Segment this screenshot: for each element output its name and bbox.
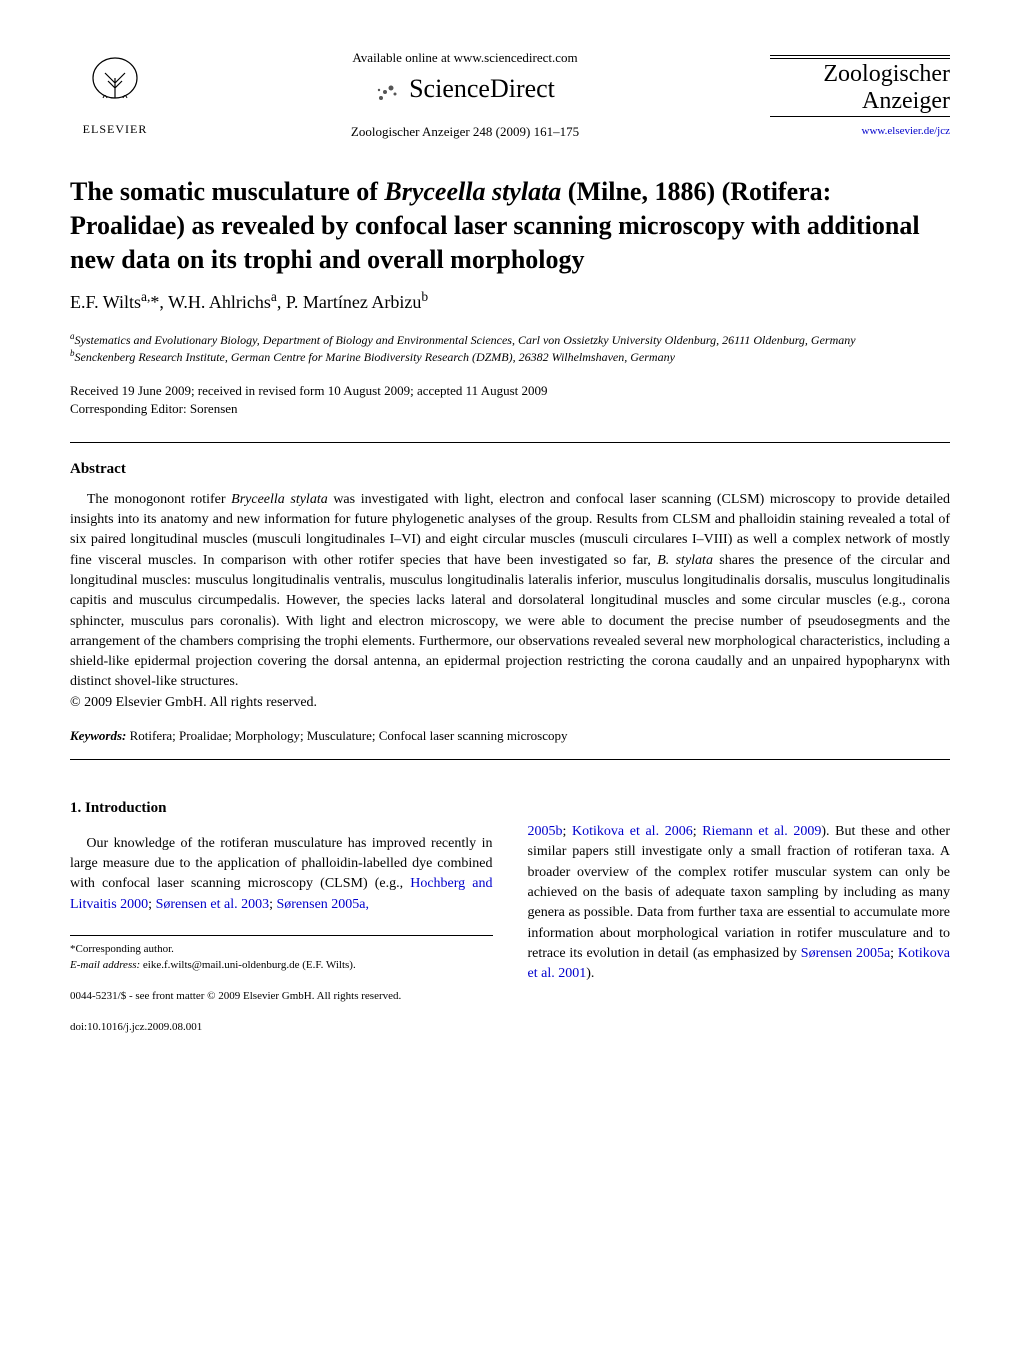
email-line: E-mail address: eike.f.wilts@mail.uni-ol… bbox=[70, 958, 493, 974]
footnote-block: *Corresponding author. E-mail address: e… bbox=[70, 935, 493, 974]
sciencedirect-logo: ScienceDirect bbox=[160, 74, 770, 104]
affiliation-b: bSenckenberg Research Institute, German … bbox=[70, 348, 950, 365]
center-header: Available online at www.sciencedirect.co… bbox=[160, 50, 770, 140]
journal-title-box: Zoologischer Anzeiger www.elsevier.de/jc… bbox=[770, 53, 950, 137]
abstract-species: Bryceella stylata bbox=[231, 492, 328, 507]
rule-top bbox=[770, 55, 950, 56]
doi-line: doi:10.1016/j.jcz.2009.08.001 bbox=[70, 1020, 493, 1036]
abstract-copyright: © 2009 Elsevier GmbH. All rights reserve… bbox=[70, 695, 317, 710]
elsevier-logo: ELSEVIER bbox=[70, 53, 160, 137]
authors: E.F. Wiltsa,*, W.H. Ahlrichsa, P. Martín… bbox=[70, 289, 950, 313]
abstract-pre: The monogonont rotifer bbox=[87, 492, 231, 507]
right-column: 2005b; Kotikova et al. 2006; Riemann et … bbox=[528, 780, 951, 1036]
rule-top2 bbox=[770, 58, 950, 59]
email-label: E-mail address: bbox=[70, 959, 140, 971]
introduction-heading: 1. Introduction bbox=[70, 798, 493, 820]
cite-kotikova2006[interactable]: Kotikova et al. 2006 bbox=[572, 824, 693, 839]
page-container: ELSEVIER Available online at www.science… bbox=[0, 0, 1020, 1086]
abstract-species2: B. stylata bbox=[657, 553, 713, 568]
affiliations: aSystematics and Evolutionary Biology, D… bbox=[70, 331, 950, 365]
journal-title-line1: Zoologischer bbox=[770, 61, 950, 87]
intro-col2-text: ). But these and other similar papers st… bbox=[528, 824, 951, 961]
elsevier-label: ELSEVIER bbox=[70, 122, 160, 137]
email-value: eike.f.wilts@mail.uni-oldenburg.de (E.F.… bbox=[140, 959, 356, 971]
cite-sorensen2003[interactable]: Sørensen et al. 2003 bbox=[156, 897, 270, 912]
sep1: ; bbox=[148, 897, 155, 912]
two-column-body: 1. Introduction Our knowledge of the rot… bbox=[70, 780, 950, 1036]
cite-sorensen2005a-2[interactable]: Sørensen 2005a bbox=[801, 946, 890, 961]
cite-riemann2009[interactable]: Riemann et al. 2009 bbox=[702, 824, 821, 839]
sciencedirect-icon bbox=[375, 80, 404, 102]
issn-line: 0044-5231/$ - see front matter © 2009 El… bbox=[70, 989, 493, 1005]
abstract-top-rule bbox=[70, 442, 950, 443]
cite-2005b[interactable]: 2005b bbox=[528, 824, 563, 839]
title-species: Bryceella stylata bbox=[384, 177, 561, 206]
abstract-post: shares the presence of the circular and … bbox=[70, 553, 950, 690]
left-column: 1. Introduction Our knowledge of the rot… bbox=[70, 780, 493, 1036]
intro-para-left: Our knowledge of the rotiferan musculatu… bbox=[70, 834, 493, 915]
abstract-heading: Abstract bbox=[70, 461, 950, 478]
affiliation-a: aSystematics and Evolutionary Biology, D… bbox=[70, 331, 950, 348]
corresponding-editor: Corresponding Editor: Sorensen bbox=[70, 401, 950, 417]
corresponding-author: *Corresponding author. bbox=[70, 942, 493, 958]
elsevier-tree-icon bbox=[70, 53, 160, 122]
available-online-text: Available online at www.sciencedirect.co… bbox=[160, 50, 770, 66]
cite-sorensen2005a[interactable]: Sørensen 2005a, bbox=[276, 897, 369, 912]
abstract-text: The monogonont rotifer Bryceella stylata… bbox=[70, 490, 950, 713]
keywords-label: Keywords: bbox=[70, 728, 126, 743]
intro-para-right: 2005b; Kotikova et al. 2006; Riemann et … bbox=[528, 822, 951, 984]
keywords: Keywords: Rotifera; Proalidae; Morpholog… bbox=[70, 728, 950, 744]
article-title: The somatic musculature of Bryceella sty… bbox=[70, 175, 950, 276]
title-pre: The somatic musculature of bbox=[70, 177, 384, 206]
sciencedirect-text: ScienceDirect bbox=[409, 74, 555, 103]
journal-title-line2: Anzeiger bbox=[770, 88, 950, 114]
received-line: Received 19 June 2009; received in revis… bbox=[70, 383, 950, 399]
header-row: ELSEVIER Available online at www.science… bbox=[70, 50, 950, 140]
intro-top-rule bbox=[70, 759, 950, 760]
keywords-text: Rotifera; Proalidae; Morphology; Muscula… bbox=[126, 728, 567, 743]
journal-reference: Zoologischer Anzeiger 248 (2009) 161–175 bbox=[160, 124, 770, 140]
rule-bottom bbox=[770, 116, 950, 117]
journal-url[interactable]: www.elsevier.de/jcz bbox=[770, 125, 950, 137]
